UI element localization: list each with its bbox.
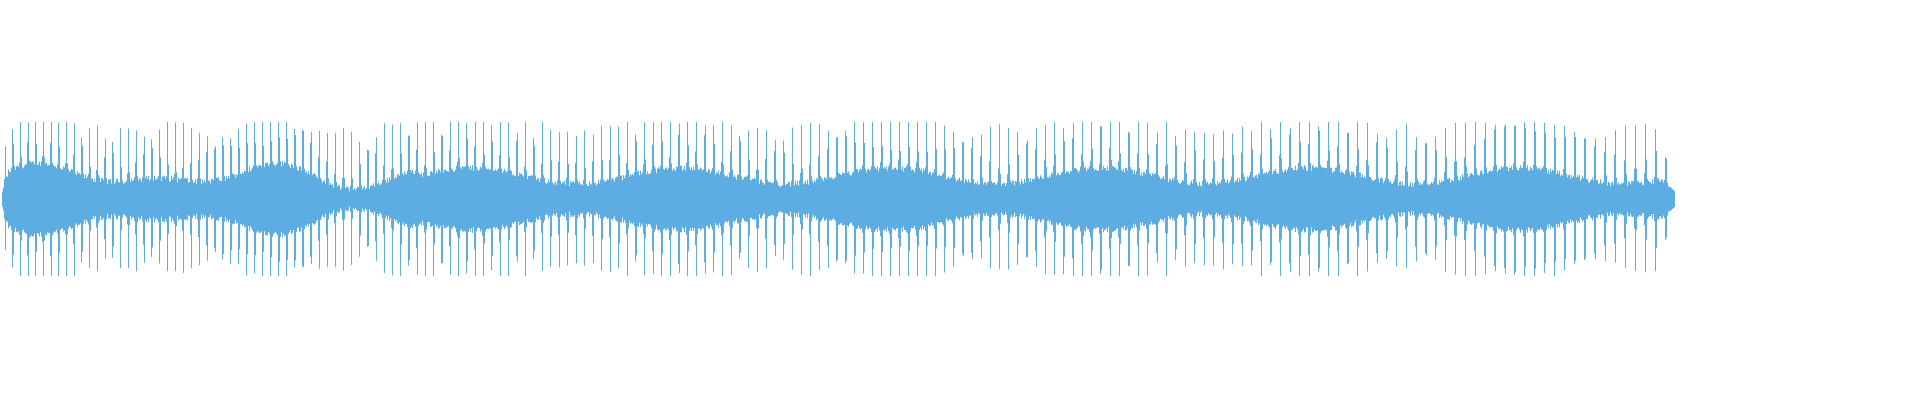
- waveform-shape: [2, 122, 1675, 276]
